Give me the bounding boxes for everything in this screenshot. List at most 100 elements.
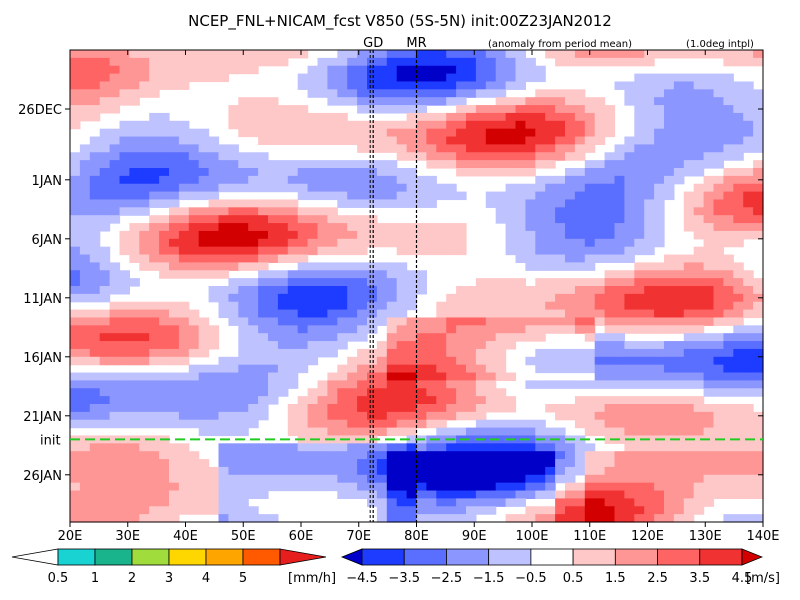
anomaly-cell [574, 246, 586, 256]
anomaly-cell [70, 506, 81, 515]
anomaly-cell [238, 498, 249, 507]
anomaly-cell [208, 175, 220, 185]
anomaly-cell [436, 317, 447, 326]
anomaly-cell [515, 254, 526, 263]
anomaly-cell [565, 183, 576, 193]
anomaly-cell [753, 223, 764, 232]
anomaly-cell [426, 144, 437, 153]
anomaly-cell [565, 301, 576, 311]
anomaly-cell [673, 160, 685, 169]
anomaly-cell [258, 490, 269, 499]
anomaly-cell [723, 443, 734, 452]
anomaly-cell [713, 451, 724, 460]
anomaly-cell [664, 168, 675, 177]
x-tick-label: 110E [573, 529, 606, 544]
anomaly-cell [70, 341, 81, 350]
anomaly-cell [287, 246, 299, 256]
anomaly-cell [376, 128, 388, 138]
anomaly-cell [89, 230, 101, 240]
anomaly-cell [535, 325, 546, 334]
anomaly-cell [753, 183, 764, 193]
anomaly-cell [79, 506, 91, 515]
anomaly-cell [99, 278, 111, 287]
anomaly-cell [178, 419, 190, 429]
anomaly-cell [644, 230, 655, 240]
anomaly-cell [614, 404, 625, 413]
anomaly-cell [426, 317, 437, 326]
anomaly-cell [208, 286, 220, 295]
anomaly-cell [426, 388, 437, 397]
anomaly-cell [703, 451, 715, 460]
anomaly-cell [119, 317, 130, 326]
anomaly-cell [169, 506, 180, 515]
anomaly-cell [654, 112, 665, 122]
anomaly-cell [683, 144, 695, 153]
anomaly-cell [753, 466, 764, 476]
anomaly-cell [79, 372, 91, 381]
anomaly-cell [416, 317, 427, 326]
anomaly-cell [396, 278, 408, 287]
anomaly-cell [574, 348, 586, 358]
anomaly-cell [317, 427, 328, 437]
anomaly-cell [436, 435, 447, 444]
anomaly-cell [79, 317, 91, 326]
anomaly-cell [555, 97, 566, 106]
anomaly-cell [79, 50, 91, 59]
anomaly-cell [367, 325, 378, 334]
anomaly-cell [89, 160, 101, 169]
anomaly-cell [416, 144, 427, 153]
anomaly-cell [565, 443, 576, 452]
anomaly-cell [129, 451, 140, 460]
anomaly-cell [683, 443, 695, 452]
anomaly-cell [159, 152, 170, 161]
anomaly-cell [129, 411, 140, 421]
anomaly-cell [228, 293, 239, 303]
anomaly-cell [277, 278, 289, 287]
anomaly-cell [258, 396, 269, 405]
anomaly-cell [644, 309, 655, 319]
anomaly-cell [129, 482, 140, 492]
anomaly-cell [693, 459, 705, 468]
anomaly-cell [555, 175, 566, 185]
anomaly-cell [159, 223, 170, 232]
anomaly-cell [436, 514, 447, 523]
anomaly-cell [119, 506, 130, 515]
anomaly-cell [743, 451, 754, 460]
anomaly-cell [178, 207, 190, 216]
anomaly-cell [644, 396, 655, 405]
anomaly-cell [129, 333, 140, 342]
anomaly-cell [713, 427, 724, 437]
anomaly-cell [693, 81, 705, 90]
anomaly-cell [396, 57, 408, 67]
anomaly-cell [149, 215, 160, 224]
anomaly-cell [644, 364, 655, 374]
anomaly-cell [664, 451, 675, 460]
anomaly-cell [178, 136, 190, 145]
anomaly-cell [169, 372, 180, 381]
anomaly-cell [466, 301, 477, 311]
anomaly-cell [594, 474, 606, 484]
anomaly-cell [723, 482, 734, 492]
anomaly-cell [436, 238, 447, 248]
anomaly-cell [109, 451, 121, 460]
anomaly-cell [79, 278, 91, 287]
anomaly-cell [70, 168, 81, 177]
anomaly-cell [673, 175, 685, 185]
anomaly-cell [337, 183, 348, 193]
anomaly-cell [248, 482, 259, 492]
anomaly-cell [475, 348, 487, 358]
anomaly-cell [505, 160, 517, 169]
anomaly-cell [505, 396, 517, 405]
anomaly-cell [634, 50, 645, 59]
anomaly-cell [79, 514, 91, 523]
anomaly-cell [357, 482, 368, 492]
anomaly-cell [139, 459, 150, 468]
anomaly-cell [79, 230, 91, 240]
anomaly-cell [446, 136, 457, 145]
anomaly-cell [396, 459, 408, 468]
anomaly-cell [119, 136, 130, 145]
anomaly-cell [178, 246, 190, 256]
anomaly-cell [129, 419, 140, 429]
anomaly-cell [693, 199, 705, 208]
